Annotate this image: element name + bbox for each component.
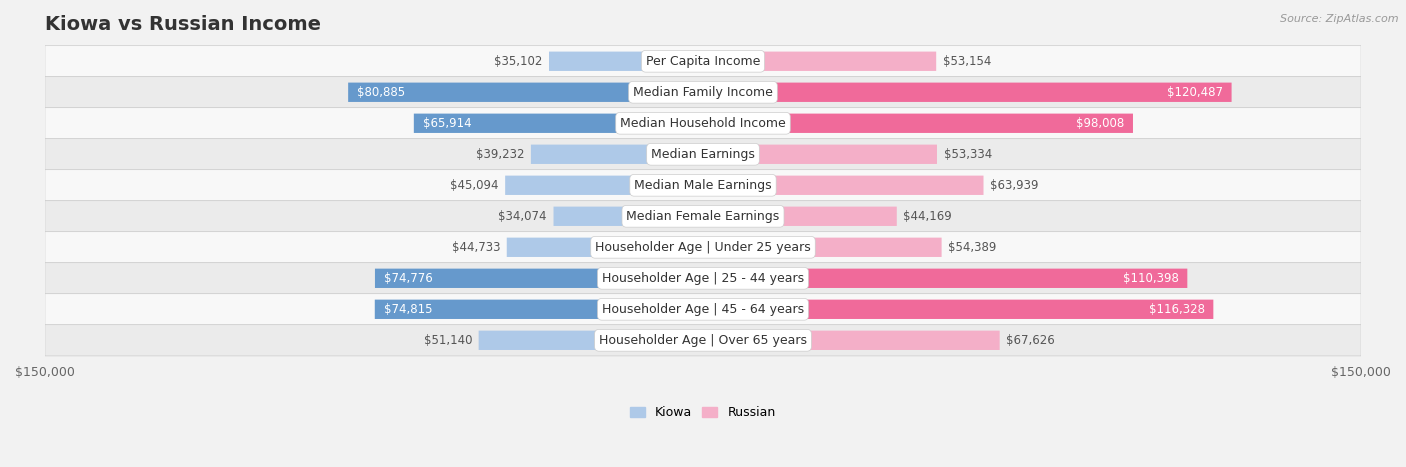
FancyBboxPatch shape [349, 83, 703, 102]
FancyBboxPatch shape [45, 232, 1361, 263]
Text: Householder Age | Under 25 years: Householder Age | Under 25 years [595, 241, 811, 254]
Text: $53,334: $53,334 [943, 148, 991, 161]
Text: Householder Age | 45 - 64 years: Householder Age | 45 - 64 years [602, 303, 804, 316]
Text: Householder Age | 25 - 44 years: Householder Age | 25 - 44 years [602, 272, 804, 285]
FancyBboxPatch shape [45, 201, 1361, 232]
FancyBboxPatch shape [703, 206, 897, 226]
FancyBboxPatch shape [45, 139, 1361, 170]
FancyBboxPatch shape [375, 300, 703, 319]
Text: $63,939: $63,939 [990, 179, 1039, 192]
Text: $80,885: $80,885 [357, 86, 405, 99]
Text: $35,102: $35,102 [494, 55, 543, 68]
Text: Kiowa vs Russian Income: Kiowa vs Russian Income [45, 15, 321, 34]
Text: Median Earnings: Median Earnings [651, 148, 755, 161]
FancyBboxPatch shape [413, 113, 703, 133]
Text: $98,008: $98,008 [1076, 117, 1125, 130]
FancyBboxPatch shape [45, 46, 1361, 77]
FancyBboxPatch shape [703, 51, 936, 71]
FancyBboxPatch shape [45, 294, 1361, 325]
Text: $65,914: $65,914 [423, 117, 471, 130]
FancyBboxPatch shape [548, 51, 703, 71]
FancyBboxPatch shape [554, 206, 703, 226]
Text: Per Capita Income: Per Capita Income [645, 55, 761, 68]
Text: $53,154: $53,154 [943, 55, 991, 68]
Text: Median Family Income: Median Family Income [633, 86, 773, 99]
FancyBboxPatch shape [703, 113, 1133, 133]
Text: $51,140: $51,140 [423, 334, 472, 347]
FancyBboxPatch shape [45, 263, 1361, 294]
Text: Median Household Income: Median Household Income [620, 117, 786, 130]
Text: Householder Age | Over 65 years: Householder Age | Over 65 years [599, 334, 807, 347]
FancyBboxPatch shape [505, 176, 703, 195]
Text: Median Female Earnings: Median Female Earnings [627, 210, 779, 223]
Text: Median Male Earnings: Median Male Earnings [634, 179, 772, 192]
FancyBboxPatch shape [45, 325, 1361, 356]
FancyBboxPatch shape [703, 145, 936, 164]
Text: Source: ZipAtlas.com: Source: ZipAtlas.com [1281, 14, 1399, 24]
Text: $74,815: $74,815 [384, 303, 432, 316]
Text: $110,398: $110,398 [1122, 272, 1178, 285]
Text: $116,328: $116,328 [1149, 303, 1205, 316]
Text: $44,733: $44,733 [451, 241, 501, 254]
Text: $34,074: $34,074 [499, 210, 547, 223]
Text: $39,232: $39,232 [475, 148, 524, 161]
FancyBboxPatch shape [45, 77, 1361, 108]
FancyBboxPatch shape [45, 170, 1361, 201]
FancyBboxPatch shape [531, 145, 703, 164]
Text: $120,487: $120,487 [1167, 86, 1223, 99]
FancyBboxPatch shape [506, 238, 703, 257]
Text: $67,626: $67,626 [1007, 334, 1054, 347]
FancyBboxPatch shape [703, 176, 984, 195]
FancyBboxPatch shape [703, 238, 942, 257]
Text: $44,169: $44,169 [903, 210, 952, 223]
FancyBboxPatch shape [703, 331, 1000, 350]
FancyBboxPatch shape [703, 269, 1187, 288]
FancyBboxPatch shape [703, 83, 1232, 102]
FancyBboxPatch shape [703, 300, 1213, 319]
FancyBboxPatch shape [45, 108, 1361, 139]
Text: $45,094: $45,094 [450, 179, 499, 192]
Legend: Kiowa, Russian: Kiowa, Russian [626, 402, 780, 425]
Text: $54,389: $54,389 [948, 241, 997, 254]
FancyBboxPatch shape [478, 331, 703, 350]
Text: $74,776: $74,776 [384, 272, 433, 285]
FancyBboxPatch shape [375, 269, 703, 288]
